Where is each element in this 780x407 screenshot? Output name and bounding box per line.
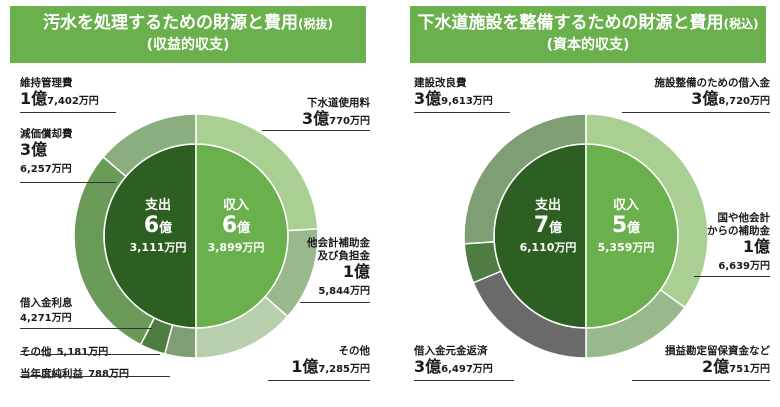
outer-slice-income xyxy=(195,295,289,359)
leader-line xyxy=(694,276,770,277)
label-other-expense: その他 5,181万円 xyxy=(20,346,109,358)
donut-chart-capital xyxy=(463,113,709,359)
label-net-profit: 当年度純利益 788万円 xyxy=(20,368,129,380)
panel-header: 汚水を処理するための財源と費用(税抜) (収益的収支) xyxy=(10,6,366,63)
label-maintenance: 維持管理費 1億7,402万円 xyxy=(20,77,99,108)
leader-line xyxy=(300,302,370,303)
leader-line xyxy=(414,112,510,113)
label-facility-loan: 施設整備のための借入金 3億8,720万円 xyxy=(654,77,771,108)
label-principal-repayment: 借入金元金返済 3億6,497万円 xyxy=(414,345,493,376)
leader-line xyxy=(268,380,370,381)
label-other-income: その他 1億7,285万円 xyxy=(291,345,370,376)
label-government-subsidy: 国や他会計 からの補助金 1億 6,639万円 xyxy=(707,212,770,272)
label-construction: 建設改良費 3億9,613万円 xyxy=(414,77,493,108)
expense-center-label: 支出 6億 3,111万円 xyxy=(129,198,187,254)
panel-title: 汚水を処理するための財源と費用(税抜) xyxy=(43,13,333,33)
leader-line xyxy=(20,328,152,329)
label-subsidy: 他会計補助金 及び負担金 1億 5,844万円 xyxy=(307,237,370,297)
leader-line xyxy=(20,376,170,377)
donut-chart-revenue xyxy=(73,113,319,359)
leader-line xyxy=(622,112,770,113)
label-loan-interest: 借入金利息 4,271万円 xyxy=(20,297,73,324)
label-depreciation: 減価償却費 3億 6,257万円 xyxy=(20,128,73,175)
leader-line xyxy=(632,380,770,381)
income-center-label: 収入 6億 3,899万円 xyxy=(207,198,265,254)
leader-line xyxy=(20,182,116,183)
outer-slice-income xyxy=(472,270,587,359)
panel-header: 下水道施設を整備するための財源と費用(税込) (資本的収支) xyxy=(410,6,766,63)
income-center-label: 収入 5億 5,359万円 xyxy=(597,198,655,254)
panel-title: 下水道施設を整備するための財源と費用(税込) xyxy=(417,13,759,33)
panel-subtitle: (資本的収支) xyxy=(546,37,630,53)
panel-subtitle: (収益的収支) xyxy=(146,37,230,53)
label-reserve-funds: 損益勘定留保資金など 2億751万円 xyxy=(665,345,770,376)
leader-line xyxy=(414,380,514,381)
leader-line xyxy=(20,112,116,113)
capital-expense-panel: 下水道施設を整備するための財源と費用(税込) (資本的収支) 支出 7億 6,1… xyxy=(400,0,780,407)
leader-line xyxy=(262,130,370,131)
leader-line xyxy=(20,354,160,355)
expense-center-label: 支出 7億 6,110万円 xyxy=(519,198,577,254)
label-sewer-fee: 下水道使用料 3億770万円 xyxy=(301,97,370,128)
revenue-expense-panel: 汚水を処理するための財源と費用(税抜) (収益的収支) 支出 6億 3,111万… xyxy=(0,0,380,407)
